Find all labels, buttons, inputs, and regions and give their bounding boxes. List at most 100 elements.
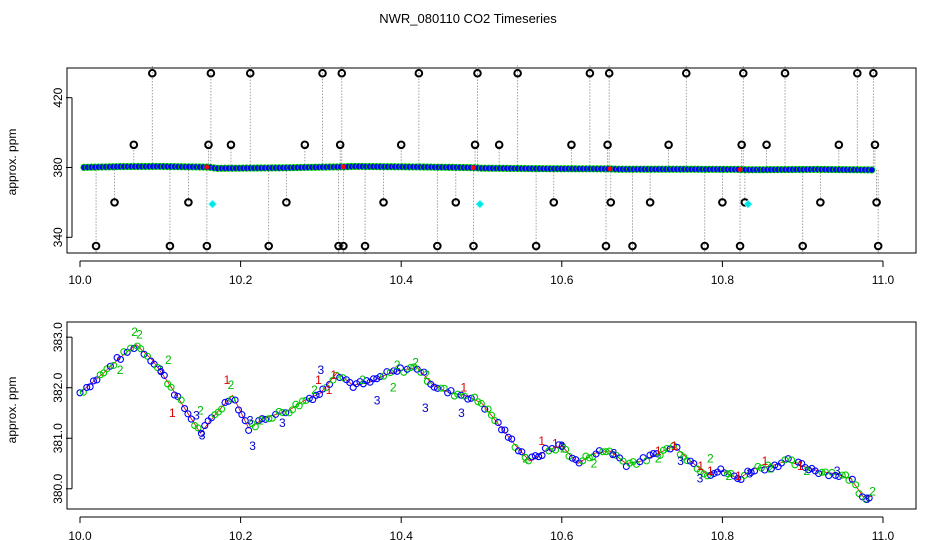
trend-point — [643, 457, 651, 465]
outlier-point — [494, 140, 504, 150]
trend-point — [346, 378, 354, 387]
trend-point — [396, 364, 404, 372]
trend-point — [528, 453, 536, 461]
trend-point — [508, 435, 516, 443]
outlier-point — [396, 140, 406, 150]
trend-point — [494, 418, 502, 427]
digit-label-1: 1 — [538, 434, 545, 448]
digit-label-2: 2 — [707, 451, 714, 465]
outlier-point — [700, 241, 710, 251]
trend-point — [838, 471, 846, 479]
trend-point — [96, 371, 104, 379]
trend-point — [288, 406, 297, 414]
trend-point — [383, 368, 391, 376]
outlier-point — [645, 198, 655, 207]
outlier-point — [737, 140, 746, 150]
digit-label-2: 2 — [412, 355, 419, 369]
trend-point — [754, 462, 762, 471]
trend-point — [417, 368, 425, 376]
trend-point — [852, 481, 860, 489]
outlier-point — [735, 241, 745, 251]
digit-label-1: 1 — [762, 454, 769, 468]
outlier-point — [300, 140, 310, 150]
top-x-tick-label: 10.4 — [390, 273, 414, 287]
outlier-point — [606, 198, 616, 207]
digit-label-2: 2 — [311, 383, 318, 397]
digit-label-2: 2 — [424, 368, 431, 382]
trend-point — [464, 395, 472, 403]
outlier-point — [335, 140, 345, 150]
trend-point — [818, 468, 826, 476]
top-x-tick-label: 10.6 — [550, 273, 574, 287]
trend-point — [656, 451, 664, 459]
outlier-point — [470, 140, 480, 150]
trend-point — [619, 457, 627, 465]
baseline-point — [868, 166, 876, 174]
digit-label-2: 2 — [117, 363, 124, 377]
trend-point — [504, 433, 512, 441]
outlier-point — [853, 68, 862, 78]
trend-point — [471, 393, 479, 401]
trend-point — [626, 459, 634, 467]
trend-point — [430, 383, 438, 391]
trend-point — [653, 450, 661, 458]
outlier-point — [264, 241, 274, 251]
trend-point — [278, 408, 286, 417]
outlier-point — [360, 241, 370, 251]
trend-point — [143, 352, 152, 360]
trend-point — [292, 400, 300, 408]
trend-point — [447, 387, 455, 395]
digit-label-1: 1 — [552, 436, 559, 450]
outlier-point — [473, 68, 482, 78]
digit-label-3: 3 — [558, 439, 565, 453]
digit-label-3: 3 — [247, 414, 254, 428]
trend-point — [477, 399, 485, 408]
trend-point — [295, 402, 303, 410]
trend-point — [403, 365, 411, 373]
trend-point — [187, 415, 195, 423]
trend-point — [309, 396, 317, 404]
trend-point — [261, 415, 270, 423]
top-x-tick-label: 10.8 — [711, 273, 735, 287]
outlier-point — [204, 140, 213, 150]
outlier-point — [585, 68, 595, 78]
outlier-point — [872, 198, 881, 207]
trend-point — [245, 426, 253, 434]
trend-point — [255, 416, 263, 425]
digit-label-2: 2 — [359, 373, 366, 387]
top-plot-frame — [66, 67, 917, 254]
digit-label-3: 3 — [157, 363, 164, 377]
trend-point — [548, 444, 556, 453]
outlier-point — [165, 241, 175, 251]
trend-point — [194, 424, 202, 432]
outlier-point — [339, 241, 348, 251]
trend-point — [454, 390, 462, 398]
trend-point — [595, 447, 603, 455]
trend-point — [127, 344, 135, 352]
bottom-x-axis: 10.0 10.2 10.4 10.6 10.8 11.0 — [68, 516, 895, 540]
digit-label-2: 2 — [767, 462, 774, 476]
trend-point — [585, 454, 593, 462]
outlier-point — [379, 198, 388, 207]
trend-point — [106, 362, 114, 370]
bottom-x-tick-label: 10.2 — [229, 529, 253, 540]
trend-point — [788, 456, 796, 464]
trend-point — [683, 457, 691, 465]
trend-point — [484, 405, 492, 413]
trend-point — [531, 452, 539, 460]
outlier-point — [433, 241, 442, 251]
trend-point — [609, 451, 617, 459]
trend-point — [241, 417, 249, 425]
trend-point — [234, 406, 243, 414]
bottom-plot-frame — [66, 321, 917, 510]
trend-point — [670, 441, 678, 450]
flag-point — [471, 165, 476, 171]
trend-point — [555, 441, 563, 449]
bottom-y-tick-label: 381.0 — [51, 423, 65, 453]
top-data-layer — [80, 65, 883, 255]
trend-point — [83, 383, 91, 391]
trend-point — [379, 372, 388, 380]
digit-label-2: 2 — [522, 451, 529, 465]
